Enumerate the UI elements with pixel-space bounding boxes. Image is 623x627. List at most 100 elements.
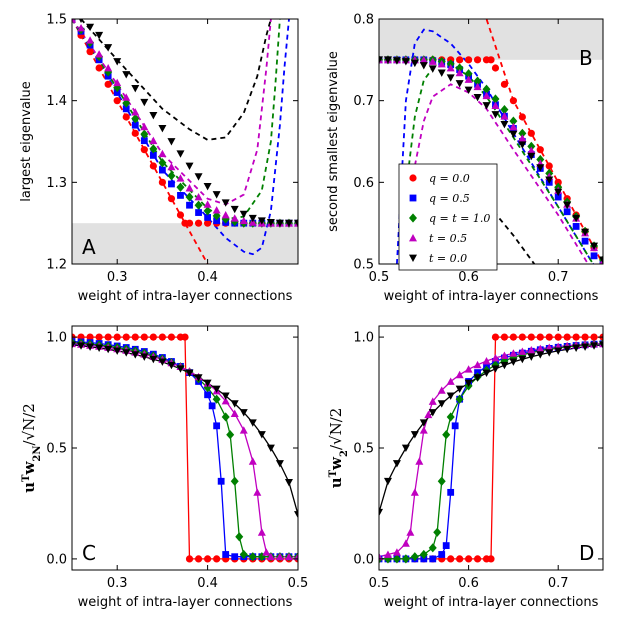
data-point	[275, 219, 284, 228]
data-point	[442, 542, 450, 549]
x-axis-label: weight of intra-layer connections	[384, 289, 599, 304]
x-tick-label: 0.4	[197, 576, 218, 591]
data-point	[176, 182, 185, 192]
data-point	[536, 146, 544, 154]
data-point	[482, 102, 491, 110]
data-point	[392, 460, 401, 468]
data-point	[455, 68, 464, 77]
data-point	[536, 154, 545, 165]
legend-label: q = t = 1.0	[429, 212, 490, 225]
data-point	[473, 555, 482, 563]
data-point	[113, 347, 122, 355]
data-point	[131, 333, 139, 341]
data-point	[212, 191, 221, 199]
data-point	[401, 554, 410, 564]
data-point	[131, 351, 140, 359]
data-point	[253, 488, 262, 496]
data-point	[86, 23, 95, 32]
x-tick-label: 0.3	[107, 270, 128, 285]
panel-a: 0.3 0.4 1.2 1.3 1.4 1.5 weight of intra-layer …	[19, 13, 299, 304]
panel-letter: C	[82, 541, 96, 565]
data-point	[527, 141, 536, 151]
series-t-0-0	[379, 56, 603, 264]
data-point	[527, 129, 535, 137]
data-point	[248, 552, 257, 562]
plot-area	[379, 19, 603, 264]
data-point	[275, 552, 284, 561]
data-point	[429, 555, 437, 563]
data-point	[509, 122, 518, 131]
data-point	[122, 93, 131, 101]
series-t-0-0	[78, 19, 298, 228]
data-point	[437, 69, 446, 77]
data-point	[158, 333, 166, 341]
data-point	[140, 122, 149, 131]
series-line	[379, 343, 603, 560]
y-tick-label: 1.2	[46, 258, 67, 273]
data-point	[185, 369, 194, 378]
data-point	[158, 158, 167, 168]
y-axis-label: uTw2/√N/2	[327, 408, 350, 489]
data-point	[500, 351, 509, 359]
data-point	[446, 74, 455, 82]
data-point	[473, 76, 482, 86]
data-point	[437, 59, 446, 68]
y-tick-label: 0.5	[46, 442, 67, 457]
data-point	[518, 347, 527, 355]
y-tick-label: 1.0	[353, 331, 374, 346]
data-point	[433, 527, 442, 537]
data-point	[383, 477, 392, 486]
data-point	[536, 333, 544, 341]
data-point	[140, 137, 148, 145]
data-point	[438, 551, 446, 558]
data-point	[194, 219, 203, 227]
data-point	[140, 129, 149, 139]
data-point	[284, 219, 293, 228]
data-point	[451, 422, 459, 430]
series-line	[72, 340, 298, 558]
data-point	[455, 385, 464, 393]
data-point	[465, 555, 473, 563]
series-line	[379, 343, 603, 560]
data-point	[491, 64, 500, 72]
data-point	[257, 528, 266, 536]
data-point	[572, 333, 580, 341]
data-point	[248, 419, 257, 427]
data-point	[122, 349, 131, 357]
data-point	[455, 394, 464, 404]
panel-letter: A	[82, 235, 96, 259]
data-point	[581, 237, 589, 245]
data-point	[554, 188, 563, 197]
data-point	[446, 412, 455, 422]
data-point	[491, 365, 500, 373]
data-point	[95, 344, 104, 352]
data-point	[257, 217, 266, 225]
shaded-region	[72, 223, 298, 264]
x-tick-label: 0.5	[369, 270, 390, 285]
data-point	[194, 555, 203, 563]
data-point	[257, 552, 266, 562]
data-point	[167, 162, 176, 171]
data-point	[95, 50, 104, 58]
data-point	[464, 86, 473, 95]
data-point	[428, 543, 437, 553]
data-point	[527, 146, 536, 154]
data-point	[500, 333, 509, 341]
data-point	[113, 89, 121, 96]
panel-c: 0.3 0.4 0.5 0.0 0.5 1.0 weight of intra-layer …	[20, 325, 308, 610]
data-point	[230, 476, 239, 486]
data-point	[437, 400, 446, 408]
data-point	[392, 57, 401, 65]
y-axis-label: uTw2N/√N/2	[20, 403, 43, 493]
data-point	[158, 358, 167, 366]
y-tick-label: 0.0	[46, 552, 67, 567]
legend-marker	[409, 234, 417, 242]
data-point	[168, 180, 175, 188]
data-point	[447, 555, 455, 563]
data-point	[536, 351, 545, 359]
data-point	[581, 228, 590, 237]
plot-area	[72, 333, 298, 563]
data-point	[590, 242, 599, 251]
data-point	[379, 552, 383, 561]
